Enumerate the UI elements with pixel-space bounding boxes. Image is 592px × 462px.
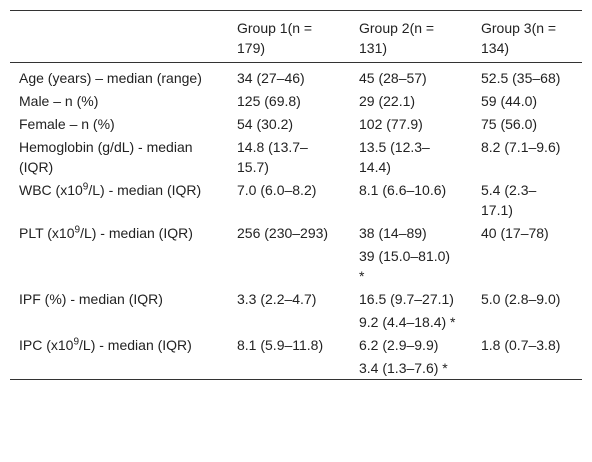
- row-label: WBC (x109/L) - median (IQR): [10, 178, 228, 221]
- value-cell: 3.3 (2.2–4.7): [237, 291, 317, 307]
- table-row: WBC (x109/L) - median (IQR) 7.0 (6.0–8.2)…: [10, 178, 582, 221]
- value-cell: 8.2 (7.1–9.6): [481, 139, 561, 155]
- corner-cell: [10, 11, 228, 63]
- row-label: PLT (x109/L) - median (IQR): [10, 221, 228, 244]
- table-row: PLT (x109/L) - median (IQR) 256 (230–293)…: [10, 221, 582, 244]
- header-cell: Group 1(n = 179): [237, 20, 313, 56]
- value-cell: 256 (230–293): [237, 225, 329, 241]
- empty-cell: [472, 356, 582, 380]
- label-text: Male – n (%): [19, 93, 99, 109]
- label-superscript: 9: [74, 224, 81, 236]
- row-label: Male – n (%): [10, 89, 228, 112]
- label-text: /L) - median (IQR): [80, 225, 193, 241]
- value-cell: 6.2 (2.9–9.9): [359, 337, 439, 353]
- value-cell: 125 (69.8): [237, 93, 301, 109]
- header-cell: Group 3(n = 134): [481, 20, 557, 56]
- value-cell: 75 (56.0): [481, 116, 538, 132]
- empty-cell: [472, 244, 582, 287]
- value-cell: 52.5 (35–68): [481, 70, 561, 86]
- empty-cell: [10, 310, 228, 333]
- label-text: Age (years) – median (range): [19, 70, 202, 86]
- table-row: Age (years) – median (range) 34 (27–46) 45…: [10, 63, 582, 90]
- label-text: WBC (x10: [19, 182, 83, 198]
- label-text: PLT (x10: [19, 225, 75, 241]
- value-cell: 3.4 (1.3–7.6) *: [359, 360, 448, 376]
- empty-cell: [10, 356, 228, 380]
- value-cell: 29 (22.1): [359, 93, 416, 109]
- table-row: Hemoglobin (g/dL) - median (IQR) 14.8 (13…: [10, 135, 582, 178]
- label-text: IPC (x10: [19, 337, 74, 353]
- value-cell: 54 (30.2): [237, 116, 294, 132]
- value-cell: 13.5 (12.3–14.4): [359, 139, 430, 175]
- value-cell: 1.8 (0.7–3.8): [481, 337, 561, 353]
- label-superscript: 9: [82, 181, 89, 193]
- value-cell: 39 (15.0–81.0) *: [359, 248, 451, 284]
- data-table: Group 1(n = 179) Group 2(n = 131) Group 3(…: [10, 10, 582, 380]
- value-cell: 7.0 (6.0–8.2): [237, 182, 317, 198]
- value-cell: 59 (44.0): [481, 93, 538, 109]
- value-cell: 8.1 (5.9–11.8): [237, 337, 324, 353]
- table-row: Female – n (%) 54 (30.2) 102 (77.9) 75 (56.…: [10, 112, 582, 135]
- label-text: /L) - median (IQR): [88, 182, 202, 198]
- value-cell: 34 (27–46): [237, 70, 305, 86]
- empty-cell: [472, 310, 582, 333]
- table-row: IPF (%) - median (IQR) 3.3 (2.2–4.7) 16.5 …: [10, 287, 582, 310]
- table-row: 39 (15.0–81.0) *: [10, 244, 582, 287]
- row-label: Female – n (%): [10, 112, 228, 135]
- row-label: IPF (%) - median (IQR): [10, 287, 228, 310]
- label-text: /L) - median (IQR): [79, 337, 192, 353]
- label-superscript: 9: [73, 336, 80, 348]
- value-cell: 8.1 (6.6–10.6): [359, 182, 447, 198]
- empty-cell: [228, 310, 350, 333]
- label-text: IPF (%) - median (IQR): [19, 291, 163, 307]
- value-cell: 14.8 (13.7–15.7): [237, 139, 308, 175]
- value-cell: 40 (17–78): [481, 225, 549, 241]
- value-cell: 38 (14–89): [359, 225, 427, 241]
- label-text: Hemoglobin (g/dL) - median (IQR): [19, 139, 193, 175]
- empty-cell: [228, 244, 350, 287]
- header-row: Group 1(n = 179) Group 2(n = 131) Group 3(…: [10, 10, 582, 63]
- label-text: Female – n (%): [19, 116, 115, 132]
- value-cell: 5.4 (2.3–17.1): [481, 182, 537, 218]
- row-label: IPC (x109/L) - median (IQR): [10, 333, 228, 356]
- table-row: Male – n (%) 125 (69.8) 29 (22.1) 59 (44.0): [10, 89, 582, 112]
- value-cell: 5.0 (2.8–9.0): [481, 291, 561, 307]
- table-row: 3.4 (1.3–7.6) *: [10, 356, 582, 380]
- header-cell: Group 2(n = 131): [359, 20, 435, 56]
- value-cell: 102 (77.9): [359, 116, 423, 132]
- row-label: Age (years) – median (range): [10, 63, 228, 90]
- value-cell: 9.2 (4.4–18.4) *: [359, 314, 456, 330]
- empty-cell: [228, 356, 350, 380]
- value-cell: 16.5 (9.7–27.1): [359, 291, 454, 307]
- empty-cell: [10, 244, 228, 287]
- table-row: IPC (x109/L) - median (IQR) 8.1 (5.9–11.8…: [10, 333, 582, 356]
- table-row: 9.2 (4.4–18.4) *: [10, 310, 582, 333]
- row-label: Hemoglobin (g/dL) - median (IQR): [10, 135, 228, 178]
- value-cell: 45 (28–57): [359, 70, 427, 86]
